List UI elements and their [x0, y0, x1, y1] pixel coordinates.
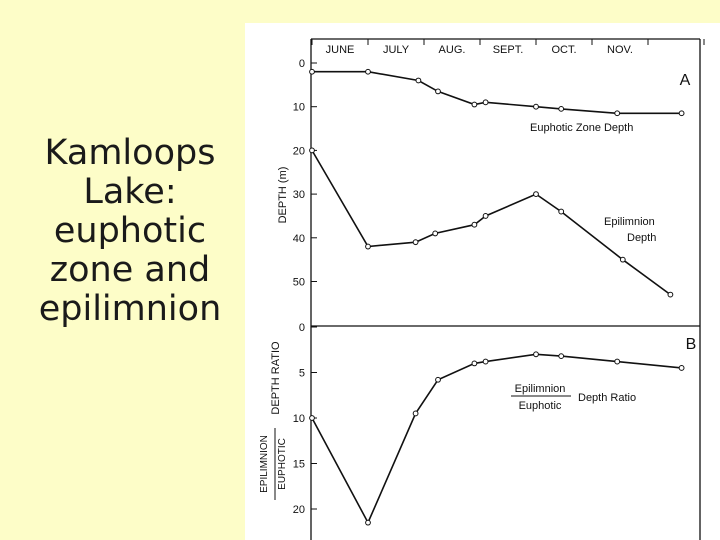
epilimnion-series-point: [412, 239, 419, 246]
title-line: Kamloops: [44, 133, 216, 173]
ratio-series-point: [435, 376, 441, 383]
month-label: NOV.: [607, 44, 633, 56]
y-tick-label: 10: [293, 102, 305, 114]
ratio-series-point: [558, 353, 565, 360]
ratio-series-point: [412, 410, 419, 417]
ratio-series-point: [533, 351, 539, 358]
epilimnion-series-point: [432, 230, 439, 237]
title-line: zone and: [49, 250, 211, 290]
euphotic-series-point: [614, 110, 621, 117]
month-label: JUNE: [326, 44, 355, 56]
month-label: AUG.: [439, 44, 466, 56]
epilimnion-series-point: [482, 213, 489, 219]
euphotic-series-line: [312, 70, 682, 115]
y-tick-label: 30: [293, 189, 305, 201]
month-label: SEPT.: [493, 44, 524, 56]
month-label: JULY: [383, 44, 410, 56]
epilimnion-series-point: [667, 291, 674, 298]
panel-label: A: [680, 72, 691, 89]
epilimnion-series-point: [619, 256, 626, 263]
y-tick-label: 0: [299, 322, 305, 334]
euphotic-series-point: [482, 99, 489, 106]
y-tick-label: 15: [293, 459, 305, 471]
month-label: OCT.: [551, 44, 576, 56]
ratio-series-line: [311, 353, 682, 525]
epilimnion-series-line: [311, 149, 671, 296]
ratio-label-denominator: Euphotic: [519, 400, 562, 412]
panel-label: B: [686, 336, 697, 353]
title-line: epilimnion: [38, 289, 222, 329]
y-tick-label: 40: [293, 233, 305, 245]
euphotic-series-point: [678, 110, 685, 117]
ratio-series-point: [614, 358, 621, 365]
euphotic-series-point: [435, 88, 441, 95]
epilimnion-series-point: [471, 221, 478, 228]
ratio-label-suffix: Depth Ratio: [578, 392, 636, 404]
euphotic-series-point: [415, 77, 422, 84]
y-tick-label: 10: [293, 413, 305, 425]
y-axis-title: DEPTH (m): [277, 167, 289, 224]
y-tick-label: 0: [299, 58, 305, 70]
y-tick-label: 50: [293, 277, 305, 289]
euphotic-series-point: [558, 105, 565, 112]
chart-figure: JUNE JULY AUG. SEPT. OCT. NOV. 0 10 20 30 40 50 0 5 10…: [245, 23, 720, 540]
series-label: Depth: [627, 232, 656, 244]
title-line: euphotic: [53, 211, 207, 251]
epilimnion-series-point: [533, 191, 539, 198]
series-label: Euphotic Zone Depth: [530, 122, 633, 134]
ratio-series-point: [471, 360, 478, 367]
epilimnion-series-point: [558, 208, 565, 215]
y-tick-label: 20: [293, 504, 305, 516]
epilimnion-series-point: [365, 243, 371, 250]
ratio-label-numerator: Epilimnion: [515, 383, 566, 395]
y-axis-fraction-denominator: EUPHOTIC: [277, 438, 288, 490]
ratio-series-point: [678, 365, 685, 371]
y-tick-label: 5: [299, 368, 305, 380]
ratio-series-point: [482, 358, 489, 365]
euphotic-series-point: [471, 101, 478, 108]
y-tick-label: 20: [293, 145, 305, 157]
euphotic-series-point: [309, 68, 315, 75]
y-axis-title: DEPTH RATIO: [270, 341, 282, 415]
slide-title: Kamloops Lake: euphotic zone and epilimn…: [30, 134, 230, 329]
epilimnion-series-point: [309, 147, 315, 154]
euphotic-series-point: [533, 103, 539, 110]
ratio-series-point: [365, 519, 371, 526]
y-axis-fraction-numerator: EPILIMNION: [259, 435, 270, 493]
series-label: Epilimnion: [604, 216, 655, 228]
title-line: Lake:: [83, 172, 177, 212]
ratio-series-point: [309, 415, 315, 421]
chart-svg: JUNE JULY AUG. SEPT. OCT. NOV. 0 10 20 30 40 50 0 5 10…: [259, 38, 705, 540]
euphotic-series-point: [365, 68, 371, 75]
